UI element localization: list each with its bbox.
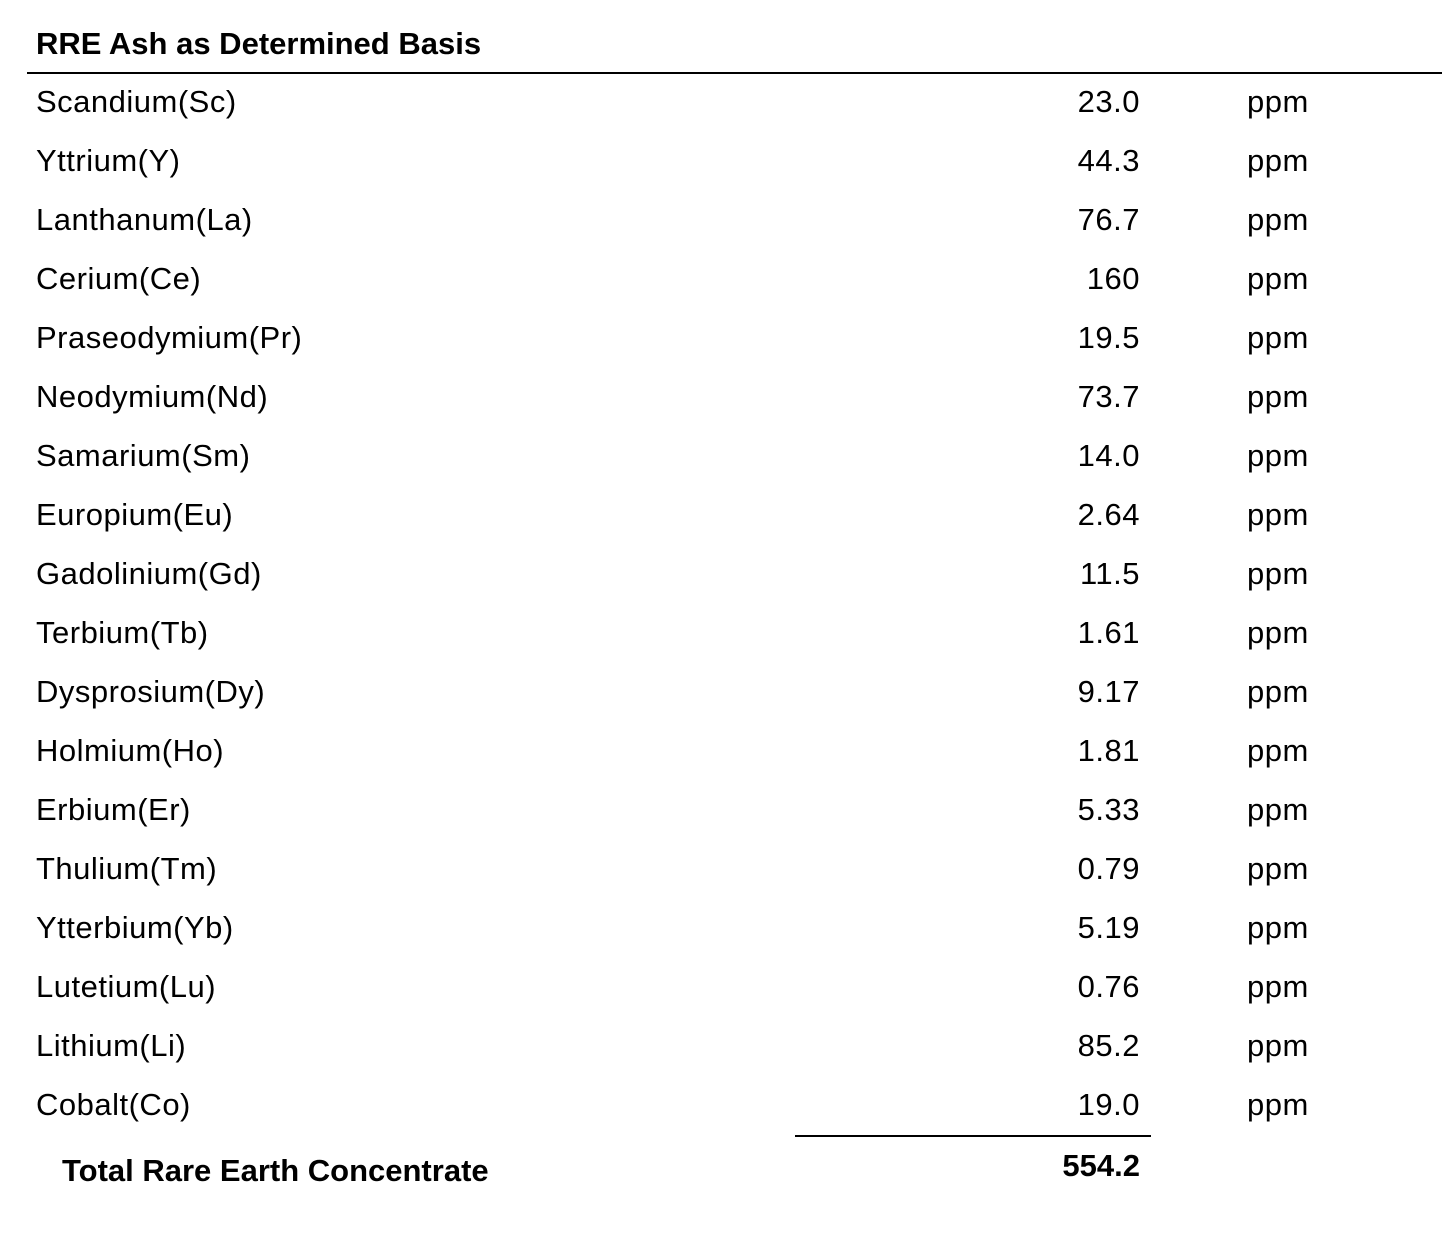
element-name: Terbium(Tb): [36, 615, 209, 650]
element-value: 2.64: [1077, 497, 1140, 532]
element-value: 1.61: [1077, 615, 1140, 650]
element-name: Erbium(Er): [36, 792, 191, 827]
header-divider: [27, 72, 1442, 74]
element-name: Praseodymium(Pr): [36, 320, 303, 355]
sum-divider: [795, 1135, 1151, 1137]
table-row: Cobalt(Co) 19.0 ppm: [0, 1087, 1442, 1146]
element-unit: ppm: [1247, 674, 1309, 709]
element-unit: ppm: [1247, 497, 1309, 532]
element-value: 160: [1086, 261, 1140, 296]
table-row: Praseodymium(Pr) 19.5 ppm: [0, 320, 1442, 379]
table-row: Scandium(Sc) 23.0 ppm: [0, 84, 1442, 143]
element-value: 5.33: [1077, 792, 1140, 827]
element-value: 5.19: [1077, 910, 1140, 945]
table-row: Yttrium(Y) 44.3 ppm: [0, 143, 1442, 202]
element-value: 19.0: [1077, 1087, 1140, 1122]
element-unit: ppm: [1247, 1028, 1309, 1063]
table-row: Samarium(Sm) 14.0 ppm: [0, 438, 1442, 497]
element-value: 0.79: [1077, 851, 1140, 886]
element-value: 19.5: [1077, 320, 1140, 355]
element-name: Lithium(Li): [36, 1028, 187, 1063]
element-unit: ppm: [1247, 261, 1309, 296]
element-name: Neodymium(Nd): [36, 379, 269, 414]
table-row: Thulium(Tm) 0.79 ppm: [0, 851, 1442, 910]
element-unit: ppm: [1247, 320, 1309, 355]
table-row: Neodymium(Nd) 73.7 ppm: [0, 379, 1442, 438]
element-value: 76.7: [1077, 202, 1140, 237]
element-name: Thulium(Tm): [36, 851, 218, 886]
element-name: Samarium(Sm): [36, 438, 251, 473]
element-unit: ppm: [1247, 851, 1309, 886]
element-unit: ppm: [1247, 969, 1309, 1004]
element-value: 14.0: [1077, 438, 1140, 473]
element-name: Scandium(Sc): [36, 84, 237, 119]
element-name: Lutetium(Lu): [36, 969, 217, 1004]
element-name: Cobalt(Co): [36, 1087, 191, 1122]
total-value: 554.2: [1062, 1148, 1140, 1183]
element-unit: ppm: [1247, 84, 1309, 119]
table-row: Cerium(Ce) 160 ppm: [0, 261, 1442, 320]
table-row: Gadolinium(Gd) 11.5 ppm: [0, 556, 1442, 615]
element-value: 0.76: [1077, 969, 1140, 1004]
table-row: Lithium(Li) 85.2 ppm: [0, 1028, 1442, 1087]
element-name: Lanthanum(La): [36, 202, 253, 237]
element-unit: ppm: [1247, 202, 1309, 237]
element-name: Ytterbium(Yb): [36, 910, 234, 945]
element-name: Cerium(Ce): [36, 261, 202, 296]
element-name: Holmium(Ho): [36, 733, 225, 768]
table-row: Holmium(Ho) 1.81 ppm: [0, 733, 1442, 792]
table-row: Erbium(Er) 5.33 ppm: [0, 792, 1442, 851]
table-row: Terbium(Tb) 1.61 ppm: [0, 615, 1442, 674]
table-title: RRE Ash as Determined Basis: [36, 26, 482, 61]
element-unit: ppm: [1247, 792, 1309, 827]
element-name: Yttrium(Y): [36, 143, 181, 178]
table-row: Dysprosium(Dy) 9.17 ppm: [0, 674, 1442, 733]
element-unit: ppm: [1247, 733, 1309, 768]
element-value: 23.0: [1077, 84, 1140, 119]
element-name: Europium(Eu): [36, 497, 234, 532]
element-value: 9.17: [1077, 674, 1140, 709]
element-unit: ppm: [1247, 910, 1309, 945]
element-value: 44.3: [1077, 143, 1140, 178]
element-name: Gadolinium(Gd): [36, 556, 262, 591]
element-name: Dysprosium(Dy): [36, 674, 266, 709]
table-row: Ytterbium(Yb) 5.19 ppm: [0, 910, 1442, 969]
table-row: Europium(Eu) 2.64 ppm: [0, 497, 1442, 556]
table-row: Lanthanum(La) 76.7 ppm: [0, 202, 1442, 261]
element-unit: ppm: [1247, 438, 1309, 473]
element-unit: ppm: [1247, 556, 1309, 591]
element-unit: ppm: [1247, 379, 1309, 414]
element-value: 85.2: [1077, 1028, 1140, 1063]
element-unit: ppm: [1247, 615, 1309, 650]
table-row: Lutetium(Lu) 0.76 ppm: [0, 969, 1442, 1028]
element-unit: ppm: [1247, 143, 1309, 178]
element-value: 73.7: [1077, 379, 1140, 414]
element-value: 11.5: [1079, 556, 1140, 591]
element-unit: ppm: [1247, 1087, 1309, 1122]
total-label: Total Rare Earth Concentrate: [62, 1153, 489, 1188]
element-value: 1.81: [1077, 733, 1140, 768]
